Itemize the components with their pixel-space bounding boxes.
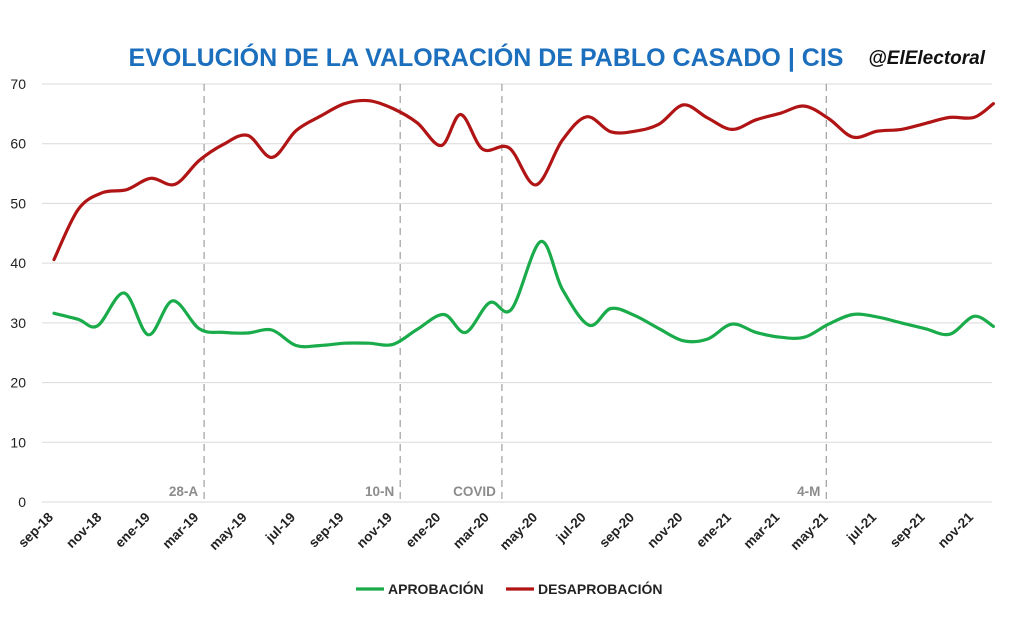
x-tick-label: sep-20 (596, 510, 637, 551)
y-tick-label: 50 (10, 195, 26, 211)
y-tick-label: 60 (10, 136, 26, 152)
y-tick-label: 70 (10, 76, 26, 92)
x-tick-label: mar-19 (159, 510, 201, 552)
y-tick-label: 20 (10, 375, 26, 391)
event-label: COVID (453, 484, 496, 499)
event-label: 10-N (365, 484, 394, 499)
event-label: 28-A (169, 484, 199, 499)
grid-lines (42, 83, 992, 503)
x-tick-label: jul-19 (262, 510, 298, 546)
x-tick-label: sep-18 (15, 509, 56, 550)
event-label: 4-M (797, 484, 820, 499)
x-tick-label: ene-19 (112, 510, 153, 551)
x-tick-label: nov-20 (644, 510, 685, 551)
series-line-aprobacion (52, 240, 995, 349)
series-lines (52, 98, 995, 349)
y-tick-label: 40 (10, 255, 26, 271)
x-tick-label: ene-20 (403, 510, 444, 551)
x-tick-label: mar-20 (450, 510, 492, 552)
x-tick-label: sep-21 (887, 509, 928, 550)
x-tick-label: may-19 (206, 510, 250, 554)
legend-label-desaprobacion: DESAPROBACIÓN (538, 580, 662, 597)
y-tick-label: 10 (10, 434, 26, 450)
x-tick-label: may-21 (787, 509, 831, 553)
event-markers: 28-A 10-N COVID 4-M (169, 84, 827, 502)
x-tick-label: jul-21 (843, 509, 880, 546)
y-axis-ticks: 0 10 20 30 40 50 60 70 (10, 76, 26, 510)
x-tick-label: jul-20 (553, 510, 589, 546)
legend: APROBACIÓN DESAPROBACIÓN (356, 580, 662, 597)
chart-title: EVOLUCIÓN DE LA VALORACIÓN DE PABLO CASA… (129, 42, 844, 72)
x-tick-label: nov-19 (354, 510, 395, 551)
x-tick-label: may-20 (497, 510, 541, 554)
x-tick-label: mar-21 (741, 509, 783, 551)
brand-label: @ElElectoral (868, 48, 985, 69)
y-tick-label: 0 (18, 494, 26, 510)
y-tick-label: 30 (10, 315, 26, 331)
x-tick-label: nov-18 (63, 509, 105, 551)
x-tick-label: sep-19 (306, 510, 347, 551)
series-line-desaprobacion (52, 98, 995, 262)
x-tick-label: ene-21 (693, 509, 734, 550)
x-tick-label: nov-21 (935, 509, 977, 551)
legend-label-aprobacion: APROBACIÓN (388, 580, 484, 597)
x-axis-ticks: sep-18 nov-18 ene-19 mar-19 may-19 jul-19 sep-… (15, 509, 976, 553)
